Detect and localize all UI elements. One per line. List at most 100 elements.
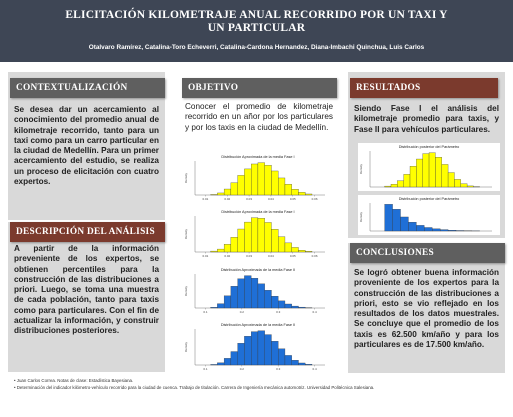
histogram-bar <box>244 168 252 196</box>
x-tick-label: 0.06 <box>312 254 318 258</box>
histogram-bar <box>271 170 279 196</box>
histogram-bar <box>435 157 442 188</box>
chart-posterior-taxi: Distribución posterior del Parámetro Dens… <box>358 143 500 191</box>
histogram-bar <box>447 172 455 188</box>
histogram-bar <box>217 192 225 196</box>
histogram-bar <box>428 152 436 188</box>
histogram-bar <box>416 158 423 188</box>
chart-fase2-a: Distribución Aproximada de la media Fase… <box>183 266 333 316</box>
histogram-bar <box>251 278 259 309</box>
histogram-bar <box>271 296 279 309</box>
histogram-bar <box>244 336 252 366</box>
x-tick-label: 0.04 <box>268 254 274 258</box>
histogram-bar <box>278 300 286 309</box>
histogram-bar <box>298 192 306 196</box>
chart-title: Distribución posterior del Parámetro <box>399 145 460 149</box>
histogram-bar <box>230 182 238 196</box>
histogram-bar <box>257 283 265 309</box>
histogram-bar <box>440 229 449 232</box>
x-tick-label: 0.06 <box>312 197 318 201</box>
histogram-bar <box>217 303 225 309</box>
chart-posterior-particular: Distribución posterior del Parámetro Dens… <box>358 195 500 235</box>
histogram-bar <box>441 164 449 188</box>
histogram-bar <box>271 341 279 366</box>
descripcion-text: A partir de la información preveniente d… <box>14 244 159 336</box>
histogram-bar <box>217 362 225 366</box>
histogram-bar <box>210 250 218 253</box>
histogram-bar <box>223 295 232 309</box>
y-axis-label: Density <box>184 173 188 184</box>
histogram-bar <box>264 290 272 309</box>
conclusiones-text: Se logró obtener buena información prove… <box>354 268 499 350</box>
heading-conclusiones: CONCLUSIONES <box>350 243 505 263</box>
histogram-bar <box>384 204 393 232</box>
x-tick-label: 0.01 <box>202 254 208 258</box>
histogram-bar <box>278 236 286 253</box>
y-axis-label: Density <box>359 212 363 223</box>
histogram-bar <box>278 177 286 196</box>
heading-resultados: RESULTADOS <box>350 78 498 98</box>
histogram-bar <box>237 228 245 253</box>
x-tick-label: 0.2 <box>240 367 245 371</box>
histogram-bar <box>264 222 272 253</box>
histogram-bar <box>284 242 292 253</box>
y-axis-label: Density <box>184 286 188 297</box>
reference-item: Juan Carlos Correa. Notas de clase: Esta… <box>14 377 494 384</box>
histogram-bar <box>244 221 252 253</box>
x-tick-label: 0.01 <box>202 197 208 201</box>
poster-authors: Otalvaro Ramírez, Catalina-Toro Echeverr… <box>88 44 425 51</box>
histogram-bar <box>210 307 218 309</box>
y-axis-label: Density <box>359 164 363 175</box>
histogram-bar <box>237 278 245 309</box>
x-tick-label: 0.03 <box>246 197 252 201</box>
chart-fase2-b: Distribución Aproximada de la media Fase… <box>183 321 333 373</box>
x-tick-label: 0.02 <box>224 197 230 201</box>
chart-title: Distribución Aproximada de la media Fase… <box>221 268 295 272</box>
poster-header: ELICITACIÓN KILOMETRAJE ANUAL RECORRIDO … <box>0 0 513 62</box>
x-tick-label: 0.1 <box>203 310 208 314</box>
chart-fase1-a: Distribución Aproximada de la media Fase… <box>183 153 333 203</box>
histogram-bar <box>291 360 299 366</box>
histogram-bar <box>390 184 398 188</box>
chart-title: Distribución Aproximada de la media Fase… <box>221 323 295 327</box>
histogram-bar <box>257 330 265 366</box>
histogram-bar <box>244 275 252 309</box>
histogram-bar <box>305 193 313 196</box>
reference-item: Determinación del indicador kilómetro-ve… <box>14 384 494 391</box>
references: Juan Carlos Correa. Notas de clase: Esta… <box>14 377 494 391</box>
y-axis-label: Density <box>184 342 188 353</box>
x-tick-label: 0.3 <box>276 310 281 314</box>
histogram-bar <box>305 251 313 253</box>
histogram-bar <box>460 183 468 188</box>
histogram-bar <box>251 217 259 253</box>
x-tick-label: 0.05 <box>290 197 296 201</box>
histogram-bar <box>432 228 441 232</box>
contextualizacion-text: Se desea dar un acercamiento al conocimi… <box>14 105 159 187</box>
histogram-bar <box>210 194 218 196</box>
histogram-bar <box>264 334 272 366</box>
histogram-bar <box>257 218 265 253</box>
histogram-bar <box>298 250 306 253</box>
histogram-bar <box>397 180 404 188</box>
histogram-bar <box>454 179 461 188</box>
right-panel-bottom <box>348 243 505 373</box>
heading-descripcion: DESCRIPCIÓN DEL ANÁLISIS <box>10 222 165 242</box>
histogram-bar <box>400 216 409 232</box>
x-tick-label: 0.4 <box>313 367 318 371</box>
histogram-bar <box>251 331 259 366</box>
chart-title: Distribución posterior del Parámetro <box>399 197 460 201</box>
histogram-bar <box>403 174 411 188</box>
histogram-bar <box>305 364 313 366</box>
poster-title: ELICITACIÓN KILOMETRAJE ANUAL RECORRIDO … <box>65 9 448 34</box>
histogram-bar <box>291 305 299 309</box>
x-tick-label: 0.3 <box>276 367 281 371</box>
histogram-bar <box>223 358 232 366</box>
chart-fase1-b: Distribución Aproximada de la media Fase… <box>183 208 333 260</box>
histogram-bar <box>230 286 238 309</box>
histogram-bar <box>284 355 292 366</box>
resultados-text: Siendo Fase I el análisis del kilometraj… <box>354 104 499 134</box>
histogram-bar <box>217 248 225 253</box>
histogram-bar <box>237 175 245 196</box>
histogram-bar <box>257 162 265 196</box>
histogram-bar <box>223 244 232 253</box>
